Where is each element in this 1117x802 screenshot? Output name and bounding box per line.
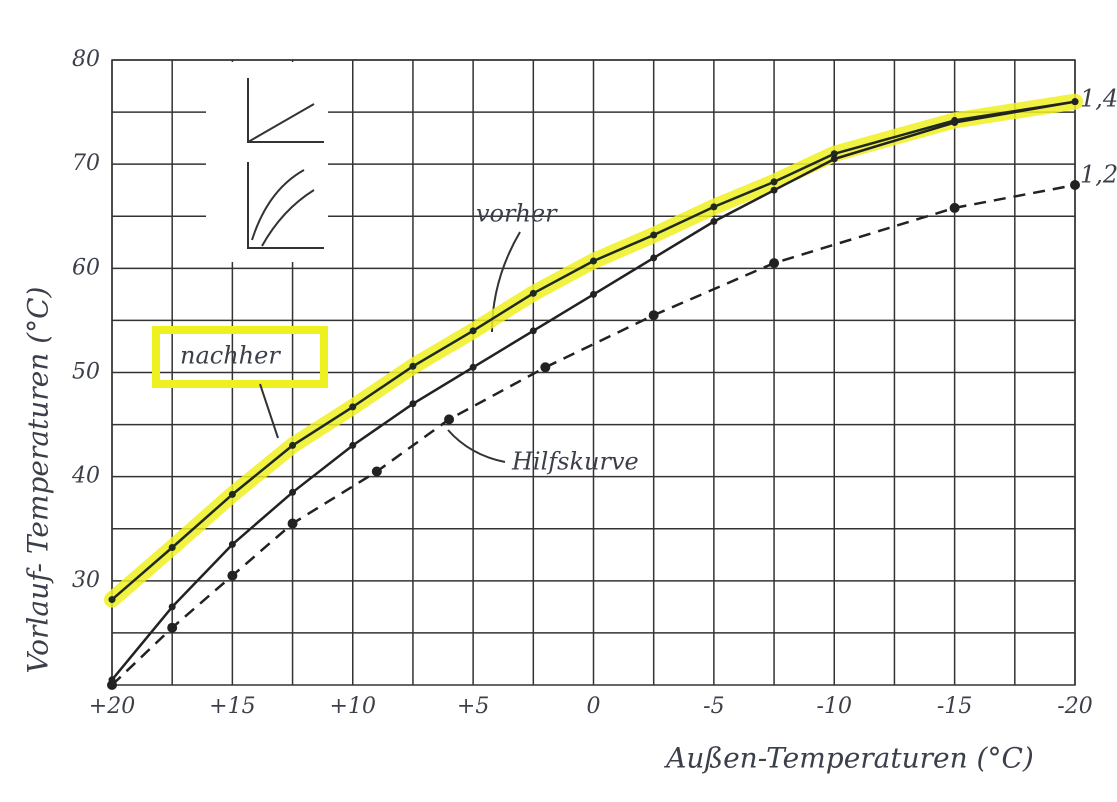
point: [710, 203, 717, 210]
point: [444, 414, 454, 424]
hilfskurve-arrow: [448, 430, 505, 462]
inset-backdrop: [206, 62, 328, 262]
legend-label: nachher: [180, 342, 281, 370]
point: [530, 290, 537, 297]
point: [710, 218, 717, 225]
y-tick-label: 70: [72, 151, 100, 176]
point: [530, 327, 537, 334]
point: [109, 596, 116, 603]
point: [229, 491, 236, 498]
point: [470, 327, 477, 334]
point: [167, 623, 177, 633]
point: [590, 258, 597, 265]
x-tick-label: +15: [209, 694, 255, 719]
inset-icons: [206, 62, 328, 262]
point: [650, 232, 657, 239]
point: [771, 187, 778, 194]
x-tick-label: 0: [587, 694, 601, 719]
point: [349, 442, 356, 449]
legend-label: Hilfskurve: [511, 448, 639, 476]
point: [227, 571, 237, 581]
point: [349, 403, 356, 410]
chart: nachher vorher Hilfskurve 1,4 1,2 Außen-…: [0, 0, 1117, 802]
point: [372, 466, 382, 476]
annotation: 1,4: [1080, 85, 1117, 113]
point: [950, 203, 960, 213]
y-tick-label: 60: [72, 255, 100, 280]
nachher-arrow: [260, 384, 278, 438]
point: [1072, 98, 1079, 105]
point: [1070, 180, 1080, 190]
point: [771, 178, 778, 185]
point: [951, 119, 958, 126]
x-tick-label: -20: [1057, 694, 1092, 719]
annotation: 1,2: [1080, 161, 1117, 189]
point: [649, 310, 659, 320]
y-axis-label: Vorlauf- Temperaturen (°C): [22, 287, 55, 674]
point: [470, 364, 477, 371]
y-tick-label: 40: [71, 464, 100, 489]
x-tick-label: -5: [703, 694, 724, 719]
point: [289, 489, 296, 496]
x-tick-label: +20: [89, 694, 135, 719]
x-axis-label: Außen-Temperaturen (°C): [663, 742, 1034, 775]
x-tick-label: -15: [937, 694, 972, 719]
point: [409, 363, 416, 370]
point: [169, 603, 176, 610]
y-tick-label: 80: [72, 47, 100, 72]
point: [540, 362, 550, 372]
y-tick-label: 50: [72, 360, 100, 385]
legend-label: vorher: [476, 200, 558, 228]
point: [769, 258, 779, 268]
point: [409, 400, 416, 407]
point: [650, 254, 657, 261]
point: [288, 519, 298, 529]
point: [229, 541, 236, 548]
x-tick-label: +5: [457, 694, 489, 719]
point: [590, 291, 597, 298]
x-tick-label: +10: [330, 694, 376, 719]
point: [169, 544, 176, 551]
point: [831, 155, 838, 162]
y-tick-label: 30: [72, 568, 100, 593]
point: [289, 442, 296, 449]
x-tick-label: -10: [817, 694, 852, 719]
point: [107, 680, 117, 690]
